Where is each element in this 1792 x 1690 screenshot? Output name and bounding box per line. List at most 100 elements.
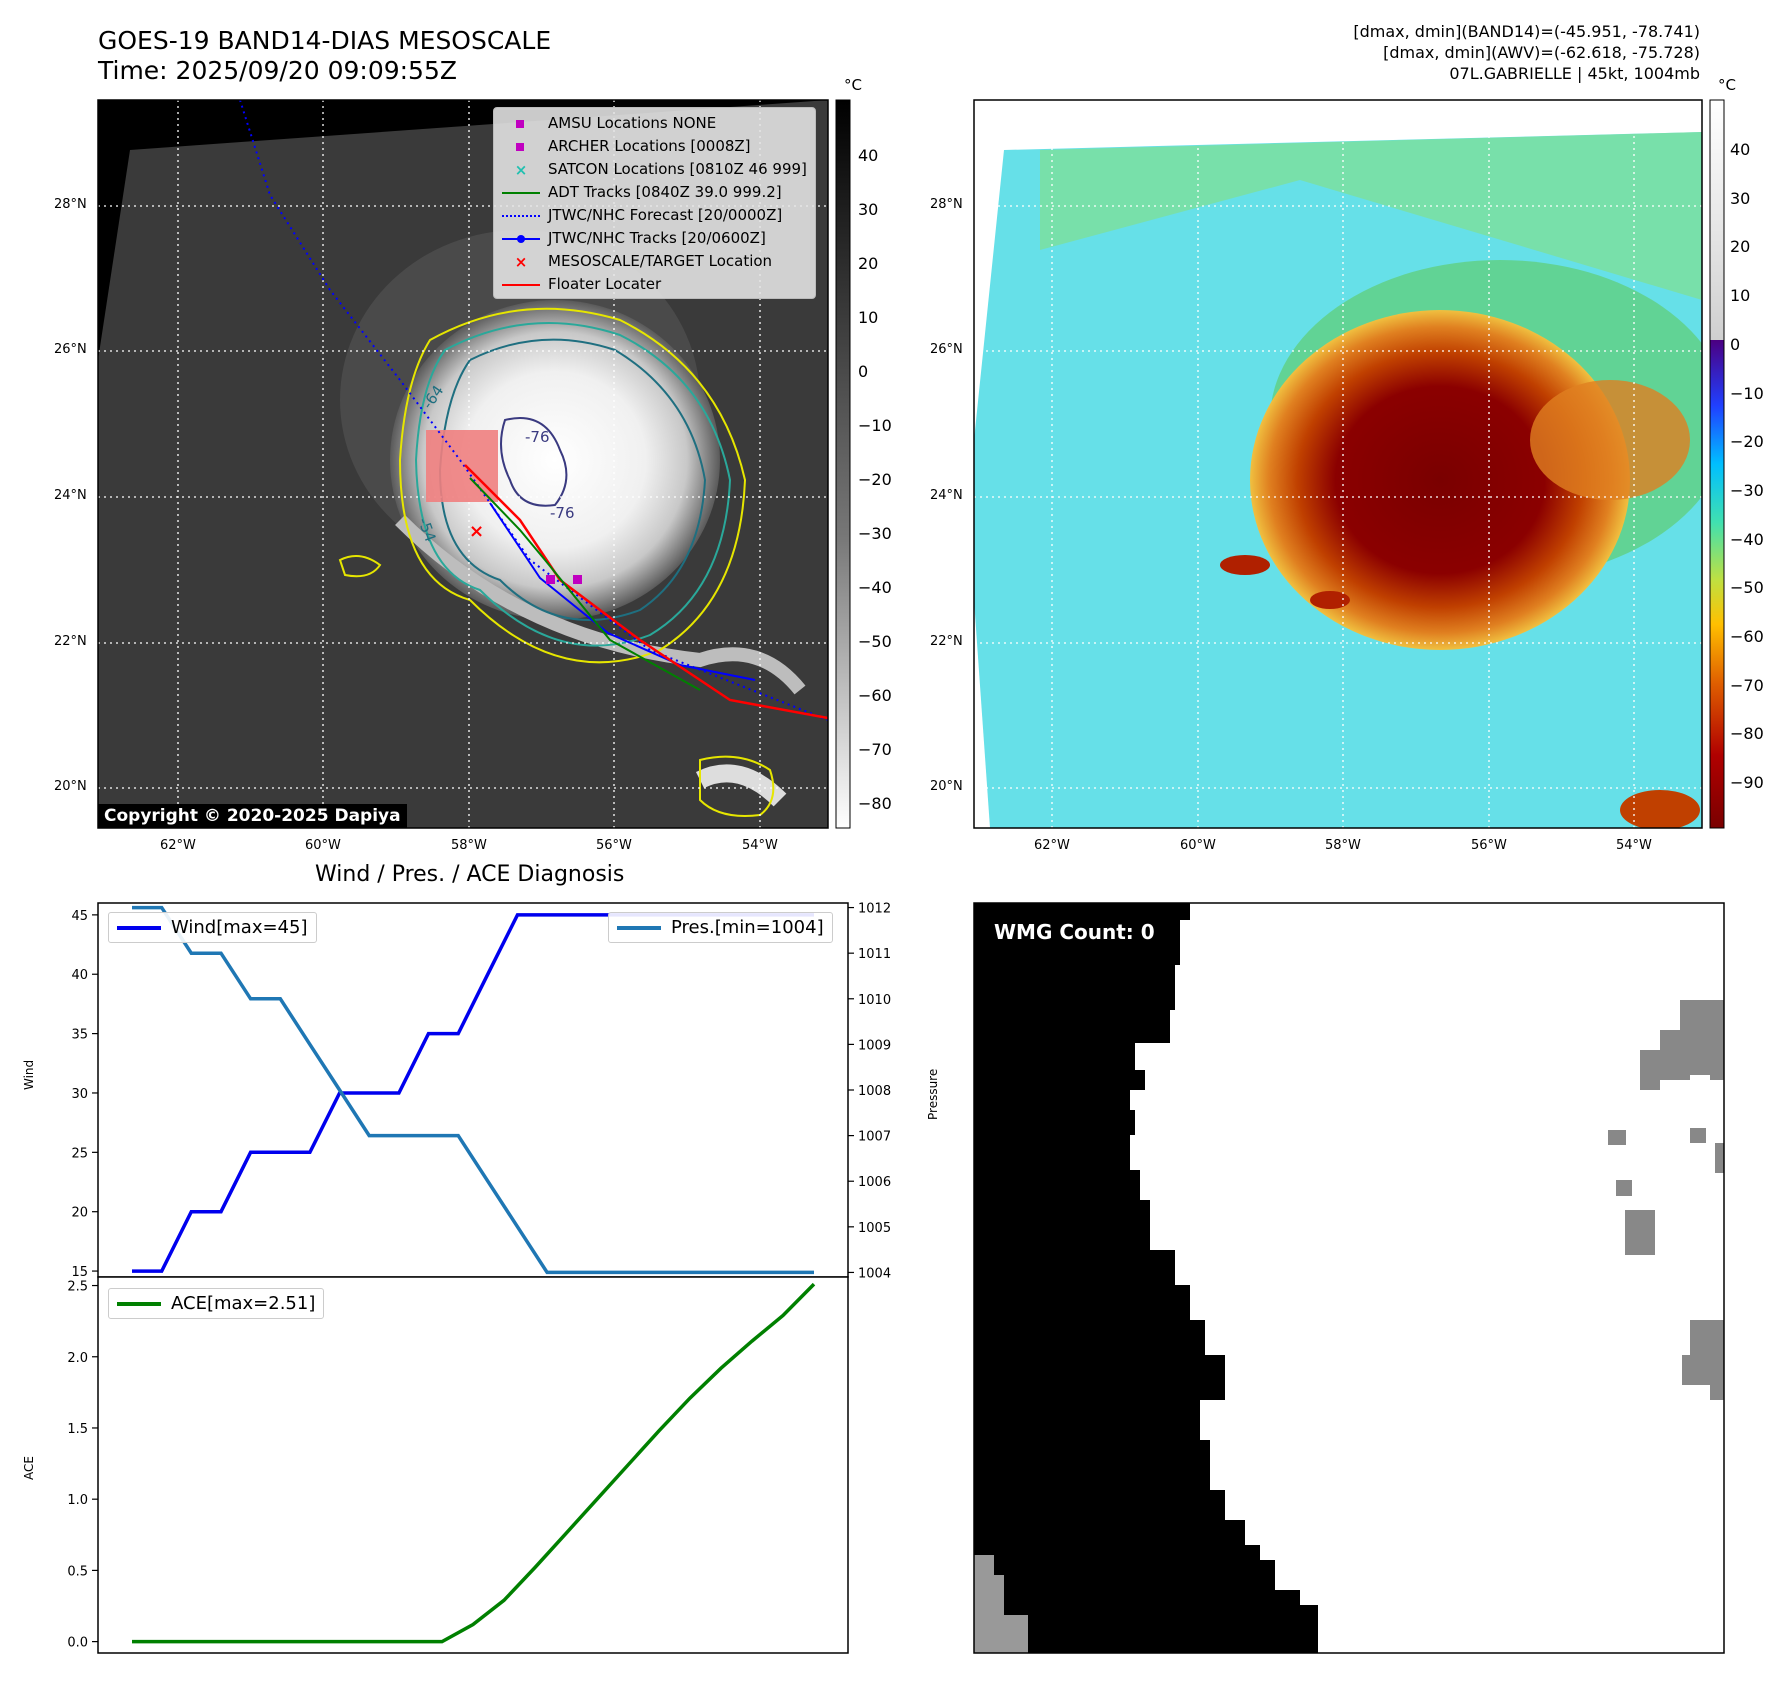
wmg-gray-region — [1640, 1000, 1724, 1090]
left-colorbar-tick: −60 — [858, 686, 892, 705]
lat-label: 22°N — [930, 634, 963, 649]
ace-series-line — [132, 1282, 816, 1644]
pressure-axis-tick-label: 1004 — [858, 1266, 891, 1281]
wmg-count-label: WMG Count: 0 — [994, 920, 1155, 944]
right-colorbar-tick: 30 — [1730, 188, 1751, 208]
wind-axis-tick-label: 15 — [71, 1265, 88, 1280]
left-colorbar-tick: 30 — [858, 200, 879, 219]
legend-label: ARCHER Locations [0008Z] — [548, 137, 751, 155]
copyright-badge: Copyright © 2020-2025 Dapiya — [98, 804, 407, 828]
pressure-series-line — [132, 905, 814, 1275]
right-colorbar-unit: °C — [1718, 76, 1736, 94]
figure-title: GOES-19 BAND14-DIAS MESOSCALE — [98, 26, 552, 55]
pressure-axis-label: Pressure — [926, 1068, 940, 1120]
contour-label: -76 — [525, 428, 550, 446]
right-awv-map — [973, 99, 1725, 829]
wmg-panel — [973, 902, 1725, 1654]
left-colorbar-tick: 0 — [858, 362, 869, 381]
ace-legend: ACE[max=2.51] — [108, 1288, 325, 1319]
ace-axis-tick-label: 1.0 — [67, 1493, 88, 1508]
forecast-track — [239, 100, 828, 721]
lon-label: 58°W — [1325, 838, 1361, 853]
lon-label: 60°W — [305, 838, 341, 853]
magenta-square-icon — [502, 116, 540, 132]
pressure-axis-tick-label: 1010 — [858, 993, 891, 1008]
meta-band14: [dmax, dmin](BAND14)=(-45.951, -78.741) — [1353, 22, 1700, 41]
left-colorbar-tick: 40 — [858, 146, 879, 165]
legend-label: AMSU Locations NONE — [548, 114, 717, 132]
blue-dotted-line-icon — [502, 208, 540, 224]
legend-label: MESOSCALE/TARGET Location — [548, 252, 773, 270]
lat-label: 28°N — [54, 197, 87, 212]
storm-cloud-shield — [390, 300, 720, 620]
pressure-legend: Pres.[min=1004] — [608, 912, 833, 943]
ace-legend-label: ACE[max=2.51] — [171, 1293, 316, 1314]
legend-item-amsu: AMSU Locations NONE — [502, 112, 807, 135]
legend-item-archer: ARCHER Locations [0008Z] — [502, 135, 807, 158]
right-colorbar-tick: 40 — [1730, 140, 1751, 159]
cyan-x-icon: × — [514, 160, 528, 179]
left-colorbar-tick: 10 — [858, 308, 879, 327]
right-colorbar-tick: −30 — [1730, 480, 1764, 500]
lon-label: 56°W — [1471, 838, 1507, 853]
lat-label: 20°N — [54, 779, 87, 794]
wind-axis-tick-label: 35 — [71, 1028, 88, 1043]
lon-label: 62°W — [1034, 838, 1070, 853]
legend-label: SATCON Locations [0810Z 46 999] — [548, 160, 807, 178]
right-colorbar-tick: 0 — [1730, 334, 1741, 354]
lat-label: 22°N — [54, 634, 87, 649]
pressure-axis-tick-label: 1009 — [858, 1038, 891, 1053]
legend-label: JTWC/NHC Forecast [20/0000Z] — [548, 206, 783, 224]
steelblue-line-icon — [617, 925, 661, 930]
left-colorbar-tick: 20 — [858, 254, 879, 273]
left-colorbar-tick: −80 — [858, 794, 892, 813]
lat-label: 20°N — [930, 779, 963, 794]
pressure-axis-tick-label: 1006 — [858, 1175, 891, 1190]
lat-label: 24°N — [930, 488, 963, 503]
target-box — [426, 430, 498, 502]
right-colorbar-tick: −20 — [1730, 432, 1764, 452]
right-map-grid — [974, 100, 1702, 828]
ace-axis-tick-label: 0.5 — [67, 1564, 88, 1579]
ace-axis-tick-label: 1.5 — [67, 1422, 88, 1437]
wind-axis-label: Wind — [22, 1059, 36, 1090]
wind-legend-label: Wind[max=45] — [171, 917, 308, 938]
wind-axis-tick-label: 30 — [71, 1087, 88, 1102]
wind-axis-tick-label: 25 — [71, 1146, 88, 1161]
pressure-axis-tick-label: 1008 — [858, 1084, 891, 1099]
lon-label: 62°W — [160, 838, 196, 853]
ace-y-axis: 0.0 0.5 1.0 1.5 2.0 2.5 — [67, 1280, 98, 1651]
lon-label: 54°W — [742, 838, 778, 853]
legend-item-floater: Floater Locater — [502, 273, 807, 296]
right-colorbar-tick: 10 — [1730, 286, 1751, 306]
left-colorbar-tick: −50 — [858, 632, 892, 651]
figure-time: Time: 2025/09/20 09:09:55Z — [98, 56, 457, 85]
wind-legend: Wind[max=45] — [108, 912, 317, 943]
legend-item-target: × MESOSCALE/TARGET Location — [502, 250, 807, 273]
pressure-y-axis: 1004 1005 1006 1007 1008 1009 1010 1011 1012 — [848, 902, 891, 1281]
lon-label: 60°W — [1180, 838, 1216, 853]
best-track — [489, 502, 756, 681]
blue-line-dot-icon — [502, 231, 540, 247]
green-line-icon — [117, 1301, 161, 1306]
legend-item-forecast: JTWC/NHC Forecast [20/0000Z] — [502, 204, 807, 227]
adt-track — [469, 477, 701, 691]
floater-track — [464, 464, 828, 720]
lon-label: 54°W — [1616, 838, 1652, 853]
right-colorbar-tick: −40 — [1730, 529, 1764, 549]
pressure-axis-tick-label: 1012 — [858, 902, 891, 917]
right-colorbar-tick: −60 — [1730, 627, 1764, 646]
wind-axis-tick-label: 45 — [71, 909, 88, 924]
legend-item-tracks: JTWC/NHC Tracks [20/0600Z] — [502, 227, 807, 250]
lon-label: 58°W — [451, 838, 487, 853]
legend-item-satcon: × SATCON Locations [0810Z 46 999] — [502, 158, 807, 181]
magenta-square-icon — [502, 139, 540, 155]
lon-label: 56°W — [596, 838, 632, 853]
archer-marker — [546, 575, 555, 584]
right-colorbar-tick: −50 — [1730, 578, 1764, 598]
pressure-axis-tick-label: 1007 — [858, 1130, 891, 1145]
pressure-axis-tick-label: 1011 — [858, 947, 891, 962]
legend-label: Floater Locater — [548, 275, 662, 293]
